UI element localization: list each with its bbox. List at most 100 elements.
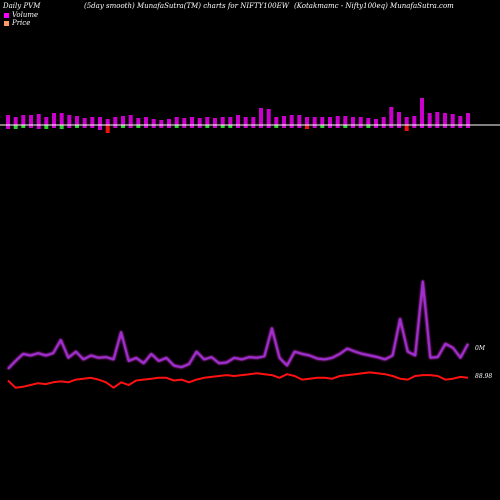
volume-bar-up xyxy=(236,115,240,125)
pvm-end-label: 0M xyxy=(475,345,486,352)
volume-bar-down xyxy=(44,125,49,129)
volume-bar-down xyxy=(136,125,141,128)
volume-bar-down xyxy=(159,125,164,128)
volume-bar-up xyxy=(6,115,10,125)
volume-bar-down xyxy=(113,125,118,128)
price-swatch xyxy=(3,19,10,27)
volume-bar-down xyxy=(144,125,148,128)
volume-bar-down xyxy=(435,125,440,128)
volume-bar-down xyxy=(213,125,217,128)
volume-bar-down xyxy=(427,125,432,128)
volume-bar-up xyxy=(98,117,102,125)
volume-bar-down xyxy=(174,125,179,128)
volume-bar-up xyxy=(466,113,470,125)
volume-bar-down xyxy=(274,125,279,128)
volume-bar-up xyxy=(197,118,202,125)
volume-bar-up xyxy=(113,117,118,125)
volume-bar-down xyxy=(358,125,363,128)
volume-bar-up xyxy=(44,117,49,125)
volume-bar-up xyxy=(282,116,286,125)
pvm-line xyxy=(7,280,469,370)
volume-bar-up xyxy=(458,116,463,125)
volume-bar-up xyxy=(274,117,279,125)
volume-bar-down xyxy=(412,125,417,128)
volume-bar-up xyxy=(167,119,171,125)
volume-bar-up xyxy=(443,113,447,125)
volume-bar-down xyxy=(128,125,133,128)
volume-bar-down xyxy=(82,125,87,128)
price-line xyxy=(7,371,469,389)
volume-bar-up xyxy=(381,117,386,125)
volume-bar-down xyxy=(236,125,240,128)
volume-bar-up xyxy=(36,114,41,125)
chart-header-right: (Kotakmamc - Nifty100eq) MunafaSutra.com xyxy=(294,2,454,10)
volume-bar-down xyxy=(266,125,271,128)
volume-bar-up xyxy=(128,115,133,125)
chart-header-title: (5day smooth) MunafaSutra(TM) charts for… xyxy=(84,2,289,10)
chart-legend: Volume Price xyxy=(3,11,38,27)
volume-bar-down xyxy=(259,125,263,128)
volume-bar-down xyxy=(404,125,409,131)
volume-bar-down xyxy=(343,125,348,128)
volume-bar-up xyxy=(151,119,156,125)
volume-bar-down xyxy=(21,125,26,128)
volume-bar-down xyxy=(443,125,447,128)
volume-bar-up xyxy=(205,117,210,125)
volume-bar-up xyxy=(121,116,125,125)
volume-bar-up xyxy=(29,115,33,125)
volume-bar-down xyxy=(67,125,72,128)
volume-bar-up xyxy=(450,114,455,125)
volume-bar-up xyxy=(297,115,302,125)
volume-bar-down xyxy=(297,125,302,128)
volume-bar-up xyxy=(412,116,417,125)
volume-bar-down xyxy=(458,125,463,128)
legend-price-label: Price xyxy=(12,19,31,27)
volume-bar-up xyxy=(289,115,294,125)
legend-volume-label: Volume xyxy=(12,11,39,19)
volume-bar-up xyxy=(335,116,340,125)
volume-bar-up xyxy=(82,118,87,125)
volume-bar-down xyxy=(6,125,10,129)
volume-bar-down xyxy=(182,125,187,128)
volume-bar-down xyxy=(228,125,233,128)
volume-bar-up xyxy=(67,115,72,125)
volume-bar-down xyxy=(205,125,210,128)
volume-bar-down xyxy=(282,125,286,128)
volume-bar-down xyxy=(13,125,18,129)
volume-bar-up xyxy=(213,118,217,125)
volume-bar-down xyxy=(197,125,202,128)
volume-bar-down xyxy=(450,125,455,128)
price-end-label: 88.98 xyxy=(475,373,492,380)
volume-bar-up xyxy=(251,117,256,125)
volume-bar-up xyxy=(366,118,371,125)
volume-bar-up xyxy=(105,119,110,125)
volume-bar-down xyxy=(312,125,317,128)
volume-bar-up xyxy=(52,113,56,125)
volume-bar-up xyxy=(159,120,164,125)
volume-bar-up xyxy=(397,112,401,125)
volume-bar-down xyxy=(90,125,95,128)
volume-bar-up xyxy=(59,113,64,125)
volume-bar-up xyxy=(320,117,325,125)
volume-bar-up xyxy=(90,117,95,125)
volume-bar-up xyxy=(259,108,263,125)
volume-bar-down xyxy=(59,125,64,129)
volume-bar-down xyxy=(29,125,33,128)
volume-bar-up xyxy=(389,107,394,125)
volume-bar-up xyxy=(427,113,432,125)
volume-bar-up xyxy=(404,117,409,125)
volume-bar-up xyxy=(144,117,148,125)
volume-bar-down xyxy=(36,125,41,129)
volume-bar-up xyxy=(435,112,440,125)
volume-bar-up xyxy=(305,117,309,125)
volume-bar-down xyxy=(151,125,156,128)
volume-bar-down xyxy=(52,125,56,128)
chart-header-left: Daily PVM xyxy=(3,2,41,10)
volume-bar-up xyxy=(358,117,363,125)
volume-bar-down xyxy=(335,125,340,128)
volume-bar-down xyxy=(420,125,424,128)
volume-bars xyxy=(6,98,470,133)
volume-bar-up xyxy=(182,118,187,125)
volume-bar-down xyxy=(374,125,378,128)
